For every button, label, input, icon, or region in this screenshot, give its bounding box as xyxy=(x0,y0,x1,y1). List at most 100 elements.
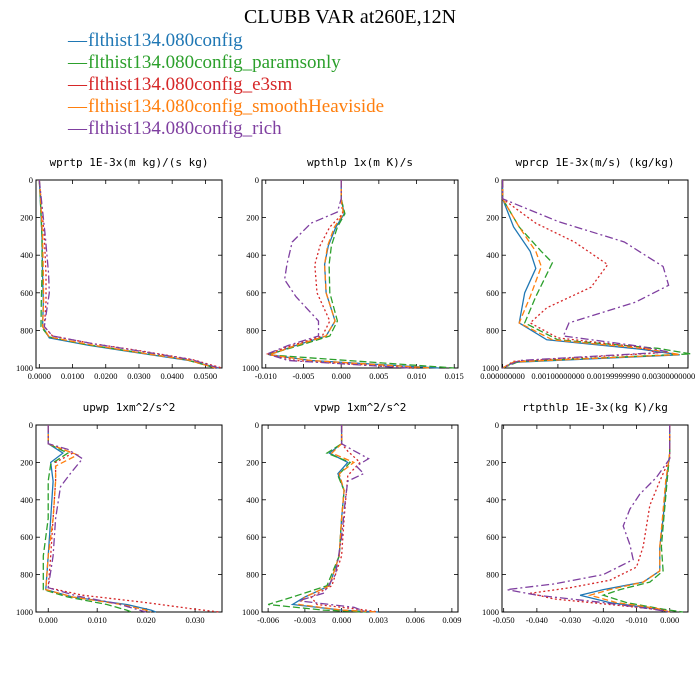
series-line xyxy=(601,425,684,613)
x-tick-label: 0.000 xyxy=(660,615,679,625)
x-tick-label: 0.000000000 xyxy=(480,371,525,381)
y-tick-label: 600 xyxy=(486,288,499,298)
x-tick-label: -0.010 xyxy=(255,371,277,381)
series-line xyxy=(45,425,157,613)
series-line xyxy=(47,425,147,613)
plot-frame xyxy=(35,424,223,613)
y-tick-label: 200 xyxy=(20,457,33,467)
y-tick-label: 400 xyxy=(246,250,259,260)
legend-label: flthist134.080config_e3sm xyxy=(88,74,293,95)
series-line xyxy=(587,425,671,613)
legend-label: flthist134.080config_paramsonly xyxy=(88,52,341,73)
y-tick-label: 200 xyxy=(486,457,499,467)
panel-title: wprtp 1E-3x(m kg)/(s kg) xyxy=(50,156,209,169)
y-tick-label: 600 xyxy=(486,532,499,542)
chart-panel: upwp 1xm^2/s^2 0 200 400 600 800 1000 0.000 0.01… xyxy=(16,401,223,625)
y-tick-label: 1000 xyxy=(16,363,33,373)
series-line xyxy=(290,425,379,613)
y-tick-label: 600 xyxy=(20,288,33,298)
x-tick-label: 0.015 xyxy=(445,371,464,381)
x-tick-label: 0.006 xyxy=(406,615,425,625)
y-tick-label: 1000 xyxy=(16,607,33,617)
series-line xyxy=(530,425,671,613)
x-tick-label: 0.00199999990 xyxy=(587,371,640,381)
legend-label: flthist134.080config xyxy=(88,30,243,51)
x-tick-label: 0.020 xyxy=(137,615,156,625)
y-tick-label: 400 xyxy=(486,495,499,505)
series-line xyxy=(38,179,216,369)
y-tick-label: 0 xyxy=(29,420,33,430)
legend-item: — flthist134.080config_e3sm xyxy=(68,74,384,96)
chart-panel: wpthlp 1x(m K)/s 0 200 400 600 800 1000-0.010 -… xyxy=(242,156,464,381)
series-line xyxy=(267,180,455,369)
legend-label: flthist134.080config_smoothHeaviside xyxy=(88,96,385,117)
x-tick-label: 0.0000 xyxy=(28,371,51,381)
series-line xyxy=(298,425,370,613)
x-tick-label: 0.0200 xyxy=(94,371,117,381)
series-line xyxy=(269,180,440,369)
series-line xyxy=(45,425,152,613)
page-title: CLUBB VAR at260E,12N xyxy=(243,6,457,28)
panel-title: wpthlp 1x(m K)/s xyxy=(307,156,413,169)
y-tick-label: 800 xyxy=(486,325,499,335)
plot-frame xyxy=(501,179,689,369)
panel-title: upwp 1xm^2/s^2 xyxy=(83,401,176,414)
y-tick-label: 600 xyxy=(246,288,259,298)
y-tick-label: 800 xyxy=(20,570,33,580)
x-tick-label: 0.030 xyxy=(186,615,205,625)
y-tick-label: 0 xyxy=(495,175,499,185)
y-tick-label: 800 xyxy=(246,570,259,580)
y-tick-label: 1000 xyxy=(242,607,259,617)
y-tick-label: 200 xyxy=(246,457,259,467)
y-tick-label: 800 xyxy=(20,325,33,335)
y-tick-label: 400 xyxy=(246,495,259,505)
chart-panel: wprtp 1E-3x(m kg)/(s kg) 0 200 400 600 800 100… xyxy=(16,156,223,381)
legend-item: — flthist134.080config xyxy=(68,30,384,52)
y-tick-label: 0 xyxy=(29,175,33,185)
legend: — flthist134.080config — flthist134.080con… xyxy=(68,30,384,140)
chart-panel: vpwp 1xm^2/s^2 0 200 400 600 800 1000-0.006 -0.… xyxy=(242,401,461,625)
x-tick-label: 0.00300000000 xyxy=(642,371,695,381)
plot-frame xyxy=(261,179,459,369)
y-tick-label: 200 xyxy=(486,213,499,223)
x-tick-label: -0.030 xyxy=(559,615,581,625)
series-line xyxy=(506,425,671,613)
y-tick-label: 400 xyxy=(20,495,33,505)
series-line xyxy=(501,180,670,369)
y-tick-label: 200 xyxy=(20,213,33,223)
y-tick-label: 800 xyxy=(486,570,499,580)
series-line xyxy=(267,425,367,613)
panel-title: rtpthlp 1E-3x(kg K)/kg xyxy=(522,401,668,414)
y-tick-label: 200 xyxy=(246,213,259,223)
series-line xyxy=(297,425,379,613)
x-tick-label: -0.005 xyxy=(292,371,314,381)
y-tick-label: 400 xyxy=(20,250,33,260)
y-tick-label: 600 xyxy=(20,532,33,542)
plot-frame xyxy=(501,424,689,613)
x-tick-label: 0.000 xyxy=(39,615,58,625)
series-line xyxy=(579,425,671,613)
x-tick-label: 0.003 xyxy=(369,615,388,625)
x-tick-label: 0.0100 xyxy=(61,371,84,381)
y-tick-label: 600 xyxy=(246,532,259,542)
y-tick-label: 400 xyxy=(486,250,499,260)
series-line xyxy=(309,425,379,613)
y-tick-label: 800 xyxy=(246,325,259,335)
plot-frame xyxy=(35,179,223,369)
x-tick-label: 0.010 xyxy=(407,371,426,381)
series-line xyxy=(269,180,432,369)
y-tick-label: 1000 xyxy=(482,363,499,373)
series-line xyxy=(501,180,680,369)
x-tick-label: -0.003 xyxy=(294,615,316,625)
x-tick-label: -0.010 xyxy=(626,615,648,625)
x-tick-label: 0.005 xyxy=(369,371,388,381)
legend-label: flthist134.080config_rich xyxy=(88,118,282,139)
y-tick-label: 1000 xyxy=(242,363,259,373)
x-tick-label: -0.050 xyxy=(493,615,515,625)
x-tick-label: 0.00100000000 xyxy=(531,371,584,381)
series-line xyxy=(42,425,132,613)
series-line xyxy=(501,180,691,369)
x-tick-label: 0.0300 xyxy=(127,371,150,381)
chart-panel: rtpthlp 1E-3x(kg K)/kg02004006008001000-… xyxy=(482,401,689,625)
panel-title: wprcp 1E-3x(m/s) (kg/kg) xyxy=(516,156,675,169)
